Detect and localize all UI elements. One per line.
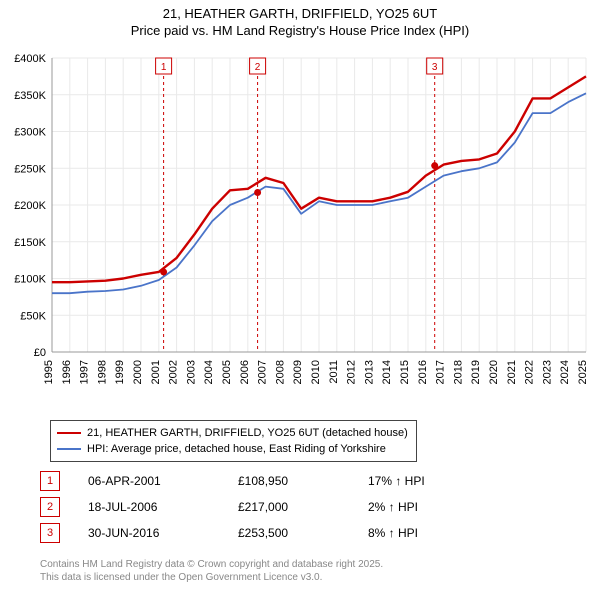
svg-text:1997: 1997 — [79, 360, 91, 384]
svg-text:2017: 2017 — [435, 360, 447, 384]
sales-table: 1 06-APR-2001£108,95017% ↑ HPI 2 18-JUL-200… — [40, 468, 488, 546]
svg-text:2009: 2009 — [292, 360, 304, 384]
svg-text:2022: 2022 — [524, 360, 536, 384]
svg-text:2025: 2025 — [577, 360, 589, 384]
svg-text:2019: 2019 — [470, 360, 482, 384]
svg-text:1: 1 — [161, 62, 167, 73]
copyright-line-2: This data is licensed under the Open Gov… — [40, 571, 383, 584]
page-root: 21, HEATHER GARTH, DRIFFIELD, YO25 6UT P… — [0, 0, 600, 590]
svg-text:1999: 1999 — [114, 360, 126, 384]
sale-price: £253,500 — [238, 526, 368, 540]
svg-text:2008: 2008 — [274, 360, 286, 384]
title-line-1: 21, HEATHER GARTH, DRIFFIELD, YO25 6UT — [0, 6, 600, 23]
chart-legend: 21, HEATHER GARTH, DRIFFIELD, YO25 6UT (… — [50, 420, 417, 462]
svg-text:1996: 1996 — [61, 360, 73, 384]
legend-swatch — [57, 432, 81, 434]
svg-text:£200K: £200K — [14, 200, 46, 212]
svg-text:2014: 2014 — [381, 360, 393, 384]
svg-text:2001: 2001 — [150, 360, 162, 384]
svg-text:£50K: £50K — [20, 310, 46, 322]
copyright-line-1: Contains HM Land Registry data © Crown c… — [40, 558, 383, 571]
svg-text:2007: 2007 — [257, 360, 269, 384]
svg-text:2: 2 — [255, 62, 261, 73]
svg-text:2015: 2015 — [399, 360, 411, 384]
svg-text:2016: 2016 — [417, 360, 429, 384]
svg-text:2020: 2020 — [488, 360, 500, 384]
svg-text:2005: 2005 — [221, 360, 233, 384]
sale-date: 18-JUL-2006 — [88, 500, 238, 514]
svg-text:£0: £0 — [34, 347, 46, 359]
line-chart-svg: £0 £50K £100K £150K £200K £250K £300K £350K £400… — [10, 52, 590, 412]
sales-row: 1 06-APR-2001£108,95017% ↑ HPI — [40, 468, 488, 494]
sale-date: 30-JUN-2016 — [88, 526, 238, 540]
legend-row: HPI: Average price, detached house, East… — [57, 441, 408, 457]
sales-row: 3 30-JUN-2016£253,5008% ↑ HPI — [40, 520, 488, 546]
sale-pct-vs-hpi: 17% ↑ HPI — [368, 474, 488, 488]
sales-row: 2 18-JUL-2006£217,0002% ↑ HPI — [40, 494, 488, 520]
svg-text:2003: 2003 — [185, 360, 197, 384]
svg-text:2011: 2011 — [328, 360, 340, 384]
svg-text:£150K: £150K — [14, 237, 46, 249]
svg-text:2010: 2010 — [310, 360, 322, 384]
legend-label: 21, HEATHER GARTH, DRIFFIELD, YO25 6UT (… — [87, 427, 408, 439]
sale-date: 06-APR-2001 — [88, 474, 238, 488]
svg-text:2021: 2021 — [506, 360, 518, 384]
sale-pct-vs-hpi: 2% ↑ HPI — [368, 500, 488, 514]
title-line-2: Price paid vs. HM Land Registry's House … — [0, 23, 600, 40]
legend-swatch — [57, 448, 81, 450]
svg-text:1998: 1998 — [96, 360, 108, 384]
sale-price: £108,950 — [238, 474, 368, 488]
sale-marker-number: 1 — [40, 471, 60, 491]
legend-row: 21, HEATHER GARTH, DRIFFIELD, YO25 6UT (… — [57, 425, 408, 441]
svg-text:£400K: £400K — [14, 53, 46, 65]
svg-text:3: 3 — [432, 62, 438, 73]
svg-text:2023: 2023 — [541, 360, 553, 384]
svg-text:£250K: £250K — [14, 163, 46, 175]
svg-text:2013: 2013 — [363, 360, 375, 384]
svg-text:2002: 2002 — [168, 360, 180, 384]
svg-text:£300K: £300K — [14, 127, 46, 139]
svg-text:1995: 1995 — [43, 360, 55, 384]
svg-text:£100K: £100K — [14, 274, 46, 286]
svg-text:£350K: £350K — [14, 90, 46, 102]
chart-area: £0 £50K £100K £150K £200K £250K £300K £350K £400… — [10, 52, 590, 412]
copyright-notice: Contains HM Land Registry data © Crown c… — [40, 558, 383, 584]
svg-text:2004: 2004 — [203, 360, 215, 384]
svg-text:2012: 2012 — [346, 360, 358, 384]
chart-title: 21, HEATHER GARTH, DRIFFIELD, YO25 6UT P… — [0, 0, 600, 40]
sale-marker-number: 2 — [40, 497, 60, 517]
svg-text:2024: 2024 — [559, 360, 571, 384]
sale-marker-number: 3 — [40, 523, 60, 543]
svg-text:2018: 2018 — [452, 360, 464, 384]
sale-price: £217,000 — [238, 500, 368, 514]
sale-pct-vs-hpi: 8% ↑ HPI — [368, 526, 488, 540]
legend-label: HPI: Average price, detached house, East… — [87, 443, 386, 455]
svg-text:2000: 2000 — [132, 360, 144, 384]
svg-text:2006: 2006 — [239, 360, 251, 384]
